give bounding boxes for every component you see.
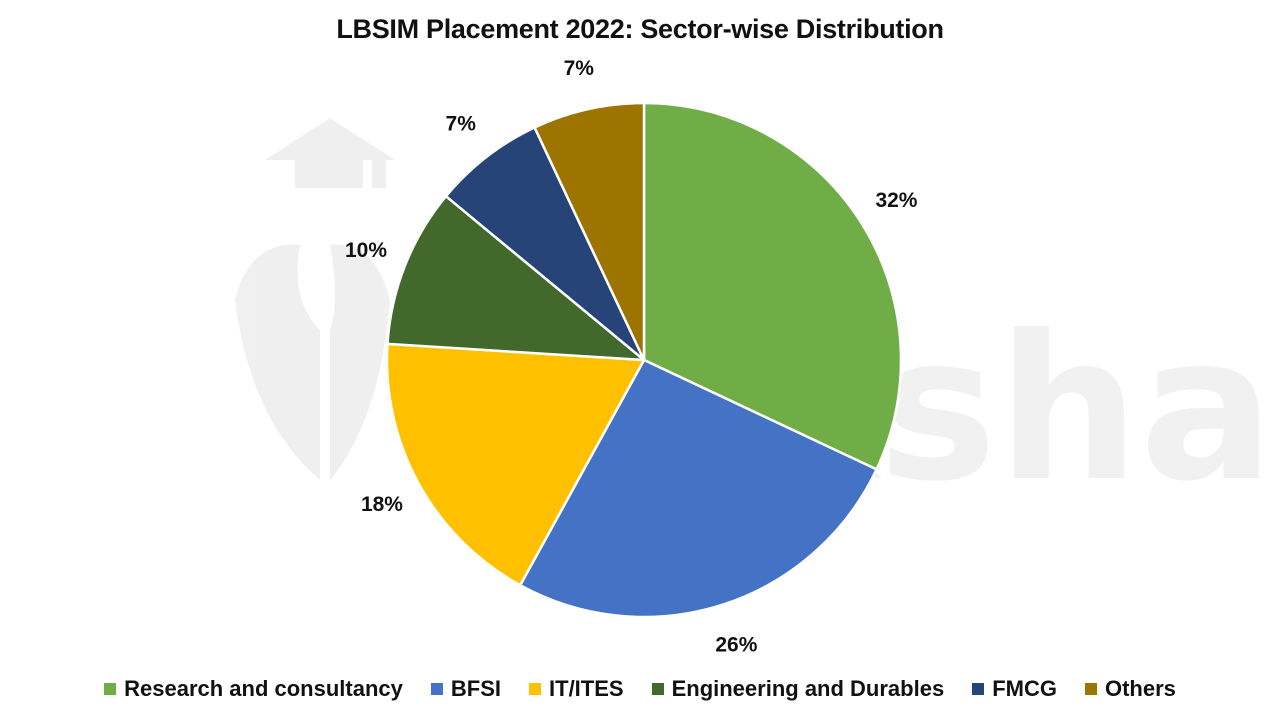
pie-data-labels: 32% 26% 18% 10% 7% 7% (345, 57, 918, 656)
pie-slice-it-ites (385, 342, 646, 587)
data-label-research: 32% (875, 189, 917, 212)
legend-item-bfsi: BFSI (430, 676, 502, 702)
pie-slice-fmcg (444, 126, 646, 362)
pie-slices (385, 101, 903, 619)
legend-label: IT/ITES (549, 676, 624, 701)
chart-legend: Research and consultancy BFSI IT/ITES En… (0, 676, 1280, 702)
legend-item-fmcg: FMCG (972, 676, 1057, 702)
legend-swatch-icon (104, 683, 117, 695)
data-label-others: 7% (564, 57, 595, 80)
legend-item-others: Others (1084, 676, 1176, 702)
legend-label: BFSI (450, 676, 502, 701)
data-label-engineering: 10% (345, 239, 387, 262)
graduation-cap-icon (235, 118, 395, 480)
legend-label: Research and consultancy (124, 676, 403, 701)
data-label-it-ites: 18% (361, 493, 403, 516)
legend-swatch-icon (430, 683, 443, 695)
legend-swatch-icon (1084, 683, 1097, 695)
legend-item-engineering: Engineering and Durables (651, 676, 945, 702)
pie-slice-engineering (386, 194, 646, 362)
legend-swatch-icon (972, 683, 985, 695)
pie-slice-research (642, 101, 903, 471)
data-label-bfsi: 26% (715, 633, 757, 656)
pie-slice-others (533, 101, 646, 362)
legend-label: FMCG (992, 676, 1057, 701)
legend-label: Engineering and Durables (671, 676, 945, 701)
legend-swatch-icon (529, 683, 542, 695)
legend-label: Others (1104, 676, 1176, 701)
data-label-fmcg: 7% (446, 113, 477, 136)
legend-swatch-icon (651, 683, 664, 695)
legend-item-it-ites: IT/ITES (529, 676, 624, 702)
chart-title: LBSIM Placement 2022: Sector-wise Distri… (336, 14, 944, 44)
legend-item-research: Research and consultancy (104, 676, 403, 702)
